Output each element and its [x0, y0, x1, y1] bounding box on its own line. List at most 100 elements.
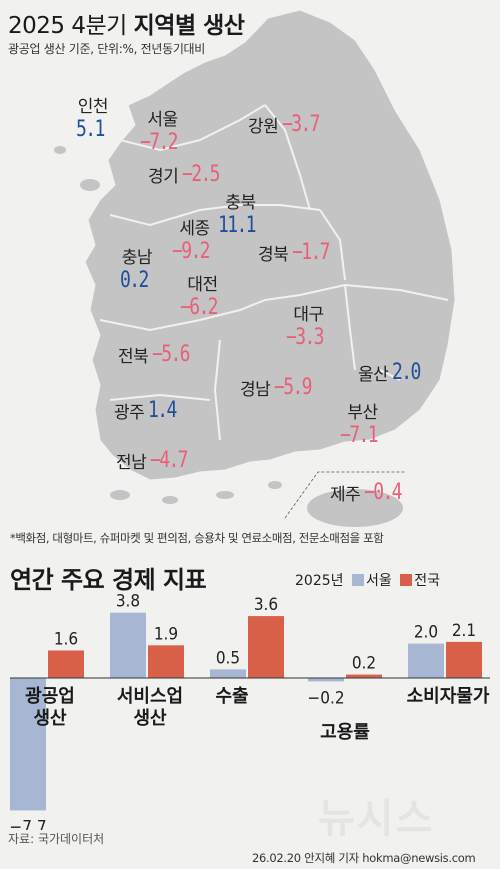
bar-seoul: [308, 678, 344, 682]
chart-title: 연간 주요 경제 지표: [10, 566, 207, 594]
bar-value-label: 3.8: [116, 592, 140, 612]
region-name: 대구: [293, 305, 324, 325]
category-label: 서비스업: [117, 686, 183, 707]
islands: [54, 146, 282, 504]
bar-national: [446, 641, 482, 678]
category-label: 소비자물가: [407, 686, 490, 707]
bar-value-label: 2.1: [452, 621, 476, 641]
region-value: −5.6: [152, 342, 191, 367]
region-value: −9.2: [172, 239, 211, 264]
newsis-logo: 뉴시스: [318, 796, 435, 842]
region-14: 부산 −7.1: [340, 398, 385, 448]
category-label: 광공업: [25, 686, 75, 707]
region-1: 서울 −7.2: [140, 105, 185, 155]
region-name: 광주: [114, 403, 145, 423]
region-value: −1.7: [292, 240, 331, 265]
legend-swatch-seoul: [351, 574, 364, 586]
legend-year: 2025년: [295, 573, 344, 589]
region-name: 경북: [258, 245, 289, 265]
region-name: 제주: [330, 485, 361, 505]
subtitle: 광공업 생산 기준, 단위:%, 전년동기대비: [8, 42, 206, 56]
region-16: 제주 −0.4: [330, 480, 409, 505]
category-label: 생산: [133, 708, 167, 729]
region-6: 충남 0.2: [120, 243, 154, 293]
title-year: 2025 4분기: [8, 13, 127, 39]
region-value: −6.2: [180, 295, 219, 320]
region-value: −7.2: [140, 130, 179, 155]
bar-value-label: 1.6: [54, 629, 78, 649]
region-name: 전남: [116, 453, 147, 473]
region-name: 세종: [179, 219, 210, 239]
bar-seoul: [10, 678, 46, 811]
region-value: 5.1: [76, 117, 105, 142]
bar-seoul: [408, 643, 444, 678]
region-3: 경기 −2.5: [148, 162, 227, 187]
region-name: 인천: [77, 97, 109, 117]
region-5: 세종 −9.2: [172, 214, 217, 264]
region-value: −2.5: [182, 162, 221, 187]
jeju-island: [307, 489, 403, 527]
bar-seoul: [210, 669, 246, 678]
category-label: 고용률: [320, 722, 370, 743]
region-9: 대구 −3.3: [286, 300, 331, 350]
bar-value-label: 0.2: [352, 654, 376, 674]
region-name: 전북: [118, 347, 149, 367]
page-title: 2025 4분기 지역별 생산: [8, 6, 245, 40]
region-value: −3.7: [282, 112, 321, 137]
region-name: 대전: [187, 275, 218, 295]
mainland-shape: [84, 9, 456, 481]
jeju-inset-border: [284, 471, 406, 519]
region-value: 11.1: [218, 213, 257, 238]
region-7: 경북 −1.7: [258, 240, 337, 265]
region-13: 광주 1.4: [114, 398, 182, 423]
region-name: 강원: [248, 117, 279, 137]
bar-national: [48, 650, 84, 678]
region-15: 전남 −4.7: [116, 448, 195, 473]
legend: 2025년 서울 전국: [295, 570, 440, 590]
category-label: 수출: [215, 686, 248, 707]
bar-value-label: 1.9: [154, 624, 178, 644]
category-label: 생산: [33, 708, 67, 729]
legend-swatch-national: [400, 574, 413, 586]
bar-national: [346, 674, 382, 678]
bar-national: [148, 645, 184, 678]
region-2: 강원 −3.7: [248, 112, 327, 137]
region-name: 울산: [358, 365, 389, 385]
region-10: 전북 −5.6: [118, 342, 197, 367]
korea-map: [54, 9, 456, 527]
title-main: 지역별 생산: [133, 13, 245, 39]
region-value: 0.2: [120, 268, 149, 293]
region-0: 인천 5.1: [76, 92, 110, 142]
region-value: −4.7: [150, 448, 189, 473]
region-name: 서울: [147, 110, 178, 130]
province-borders: [99, 104, 449, 441]
bar-chart: −7.71.63.81.90.53.6−0.20.22.0 2.1광공업생산서비스…: [9, 592, 490, 830]
region-name: 충남: [121, 248, 153, 268]
region-8: 대전 −6.2: [180, 270, 225, 320]
region-value: −5.9: [274, 375, 313, 400]
legend-label-national: 전국: [414, 573, 440, 589]
region-value: 1.4: [148, 398, 177, 423]
source-note: 자료: 국가데이터처: [8, 832, 105, 846]
region-value: −7.1: [340, 423, 379, 448]
bar-value-label: 0.5: [216, 648, 240, 668]
region-name: 경남: [240, 380, 271, 400]
footnote: *백화점, 대형마트, 슈퍼마켓 및 편의점, 승용차 및 연료소매점, 전문소…: [10, 531, 384, 545]
region-value: 2.0: [392, 360, 421, 385]
bar-value-label: 3.6: [254, 595, 278, 615]
bar-seoul: [110, 612, 146, 678]
bar-value-label: −7.7: [9, 817, 46, 830]
region-value: −0.4: [364, 480, 403, 505]
region-value: −3.3: [286, 325, 325, 350]
region-12: 경남 −5.9: [240, 375, 319, 400]
credit-line: 26.02.20 안지혜 기자 hokma@newsis.com: [252, 851, 476, 865]
legend-label-seoul: 서울: [365, 573, 392, 589]
bar-value-label: 2.0: [414, 623, 438, 643]
region-4: 충북 11.1: [218, 188, 263, 238]
region-name: 충북: [225, 193, 256, 213]
region-name: 경기: [148, 167, 179, 187]
region-11: 울산 2.0: [358, 360, 426, 385]
bar-value-label: −0.2: [307, 688, 344, 708]
region-name: 부산: [347, 403, 378, 423]
bar-national: [248, 616, 284, 678]
